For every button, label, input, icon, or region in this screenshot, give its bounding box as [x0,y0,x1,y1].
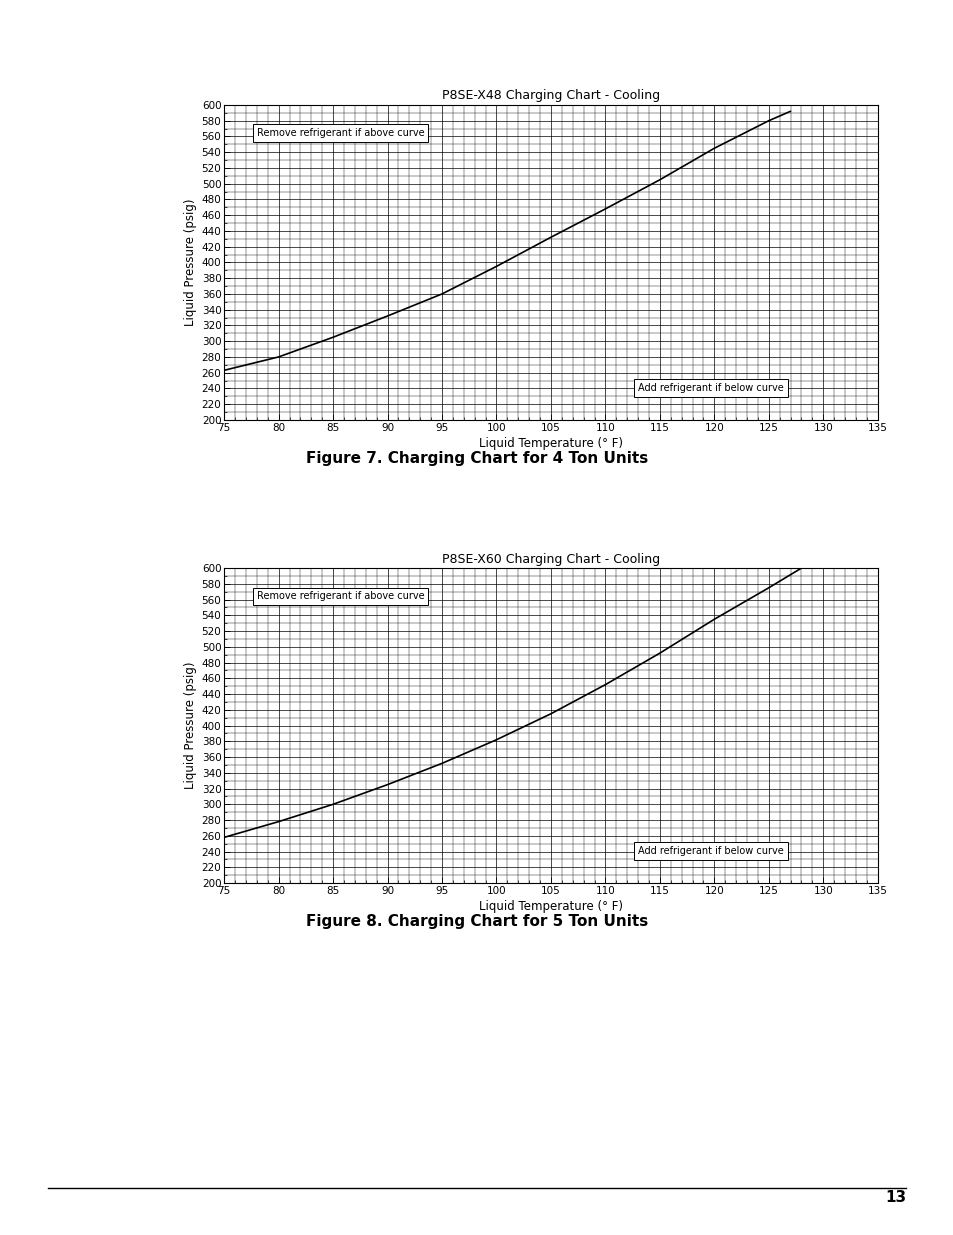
Y-axis label: Liquid Pressure (psig): Liquid Pressure (psig) [184,662,197,789]
Text: 13: 13 [884,1191,905,1205]
Text: Add refrigerant if below curve: Add refrigerant if below curve [638,383,783,393]
Title: P8SE-X60 Charging Chart - Cooling: P8SE-X60 Charging Chart - Cooling [441,552,659,566]
Y-axis label: Liquid Pressure (psig): Liquid Pressure (psig) [184,199,197,326]
Text: Figure 8. Charging Chart for 5 Ton Units: Figure 8. Charging Chart for 5 Ton Units [306,914,647,929]
Text: Remove refrigerant if above curve: Remove refrigerant if above curve [256,128,424,138]
Text: Remove refrigerant if above curve: Remove refrigerant if above curve [256,592,424,601]
Title: P8SE-X48 Charging Chart - Cooling: P8SE-X48 Charging Chart - Cooling [441,89,659,103]
Text: Add refrigerant if below curve: Add refrigerant if below curve [638,846,783,856]
X-axis label: Liquid Temperature (° F): Liquid Temperature (° F) [478,900,622,913]
Text: Figure 7. Charging Chart for 4 Ton Units: Figure 7. Charging Chart for 4 Ton Units [306,451,647,466]
X-axis label: Liquid Temperature (° F): Liquid Temperature (° F) [478,437,622,450]
